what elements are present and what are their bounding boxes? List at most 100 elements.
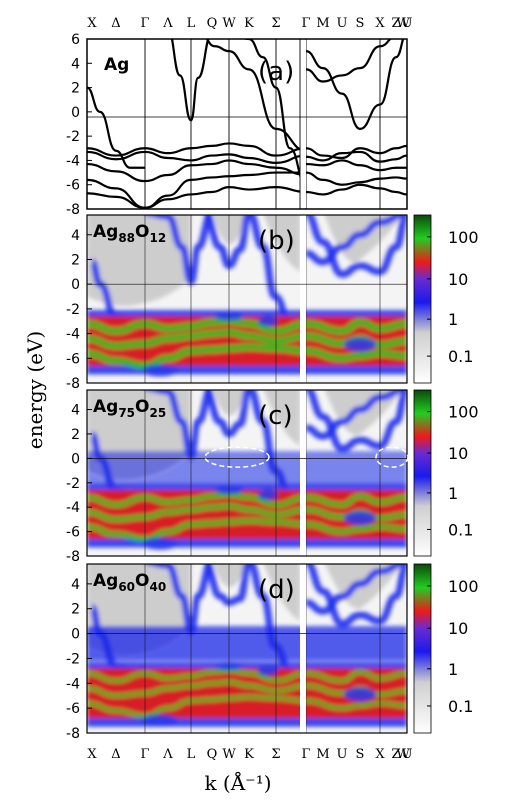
k-label-bottom: X [87, 747, 97, 762]
k-label-bottom: S [356, 747, 365, 762]
colorbar [413, 389, 432, 557]
k-label-top: Σ [271, 16, 280, 31]
spectral-gap-pocket [258, 489, 278, 500]
path-break [300, 390, 306, 556]
panel-label: (c) [258, 401, 293, 431]
ytick-label: -8 [66, 376, 80, 392]
k-label-top: Γ [140, 16, 149, 31]
spectral-gap-pocket [344, 687, 376, 702]
panel-d-spectral: -8 -6 -4 -2 0 2 4 Ag60O40 (d) 100 10 1 0.1 [66, 563, 479, 742]
band-line [305, 183, 407, 196]
k-label-bottom: Σ [271, 747, 280, 762]
k-label-top: Γ [301, 16, 310, 31]
panel-c-spectral: -8 -6 -4 -2 0 2 4 Ag75O25 (c) 100 10 1 0.1 [66, 389, 479, 565]
colorbar [413, 563, 432, 734]
spectral-sp-region [213, 564, 248, 587]
k-label-top: W [222, 16, 236, 31]
panel-a-kpoint-lines [144, 39, 381, 209]
ytick-label: -8 [66, 726, 80, 742]
colorbar [413, 214, 432, 384]
colorbar-tick-label: 100 [448, 228, 479, 247]
k-label-top: W [396, 16, 410, 31]
spectral-d-band-peak [87, 694, 407, 718]
k-label-top: Δ [111, 16, 120, 31]
path-break [300, 40, 306, 208]
band-line [242, 39, 307, 186]
panel-a-ytick: -6 [66, 178, 80, 194]
band-line [87, 186, 307, 209]
panel-a-ytick: -8 [66, 202, 80, 218]
k-label-bottom: Λ [162, 747, 173, 762]
k-label-top: U [402, 16, 413, 31]
k-label-top: M [316, 16, 329, 31]
band-line [205, 39, 307, 152]
y-axis-label: energy (eV) [23, 331, 47, 449]
highlight-ellipse [375, 446, 409, 468]
colorbar-tick-label: 1 [448, 310, 458, 329]
spectral-d-band-peak [87, 517, 407, 542]
spectral-sp-band [304, 390, 407, 453]
spectral-gap-pocket [258, 665, 278, 676]
colorbar-tick-label: 0.1 [448, 347, 473, 366]
panel-material: Ag88O12 [93, 222, 166, 245]
band-line [87, 171, 306, 209]
k-label-bottom: Γ [301, 747, 310, 762]
k-label-top: Q [207, 16, 218, 31]
ytick-label: -2 [66, 302, 80, 318]
k-label-top: X [375, 16, 385, 31]
colorbar-tick-label: 10 [448, 444, 468, 463]
panel-a-ytick: 4 [71, 56, 80, 72]
ytick-label: -4 [66, 327, 80, 343]
ytick-label: 4 [71, 577, 80, 593]
spectral-sp-band [304, 564, 407, 628]
k-label-bottom: X [375, 747, 385, 762]
ytick-label: 4 [71, 228, 80, 244]
spectral-map [87, 215, 407, 377]
spectral-sp-region [263, 215, 300, 272]
panel-material: Ag75O25 [93, 397, 166, 420]
k-label-bottom: L [187, 747, 196, 762]
spectral-d-band-peak [87, 492, 407, 508]
panel-material: Ag60O40 [93, 571, 166, 594]
ytick-label: -6 [66, 525, 80, 541]
spectral-gap-pocket [258, 316, 278, 327]
panel-label: (d) [258, 575, 295, 605]
spectral-d-band-peak [87, 668, 407, 683]
band-line [87, 159, 307, 183]
spectral-sp-band [305, 215, 407, 266]
spectral-o-states [87, 451, 407, 486]
panel-a-band-structure: Ag (a) -8 -6 -4 -2 0 2 4 6 [66, 32, 408, 218]
panel-label: (b) [258, 226, 295, 256]
ytick-label: -2 [66, 651, 80, 667]
panel-a-frame [86, 38, 408, 210]
spectral-sp-band [305, 390, 407, 440]
ytick-label: -2 [66, 476, 80, 492]
k-label-bottom: Z [391, 747, 400, 762]
k-label-top: K [244, 16, 254, 31]
ytick-label: -4 [66, 676, 80, 692]
panel-a-ytick: 2 [71, 81, 80, 97]
panel-a-material: Ag [104, 55, 129, 75]
spectral-sp-region [263, 564, 300, 622]
ytick-label: 2 [71, 252, 80, 268]
spectral-gap-pocket [344, 511, 376, 526]
colorbar-tick-label: 100 [448, 577, 479, 596]
colorbar-tick-label: 10 [448, 270, 468, 289]
spectral-sp-band [144, 564, 214, 635]
k-path-labels-bottom: X Δ Γ Λ L Q W K Σ Γ M U S X ZWU [87, 747, 412, 762]
spectral-gap-pocket [344, 337, 376, 352]
k-label-bottom: W [222, 747, 236, 762]
ytick-label: 0 [71, 277, 80, 293]
spectral-d-band-peak [87, 343, 407, 370]
k-label-top: S [356, 16, 365, 31]
band-line [305, 39, 392, 83]
k-path-labels-top: X Δ Γ Λ L Q W K Σ Γ M U S X ZWU [87, 16, 412, 31]
band-line [305, 39, 405, 130]
panel-a-ytick: 6 [71, 32, 80, 48]
spectral-gap-pocket [142, 537, 178, 550]
spectral-gap-pocket [142, 714, 178, 727]
band-line [87, 150, 307, 164]
k-label-bottom: M [316, 747, 329, 762]
panel-frame [86, 563, 408, 734]
